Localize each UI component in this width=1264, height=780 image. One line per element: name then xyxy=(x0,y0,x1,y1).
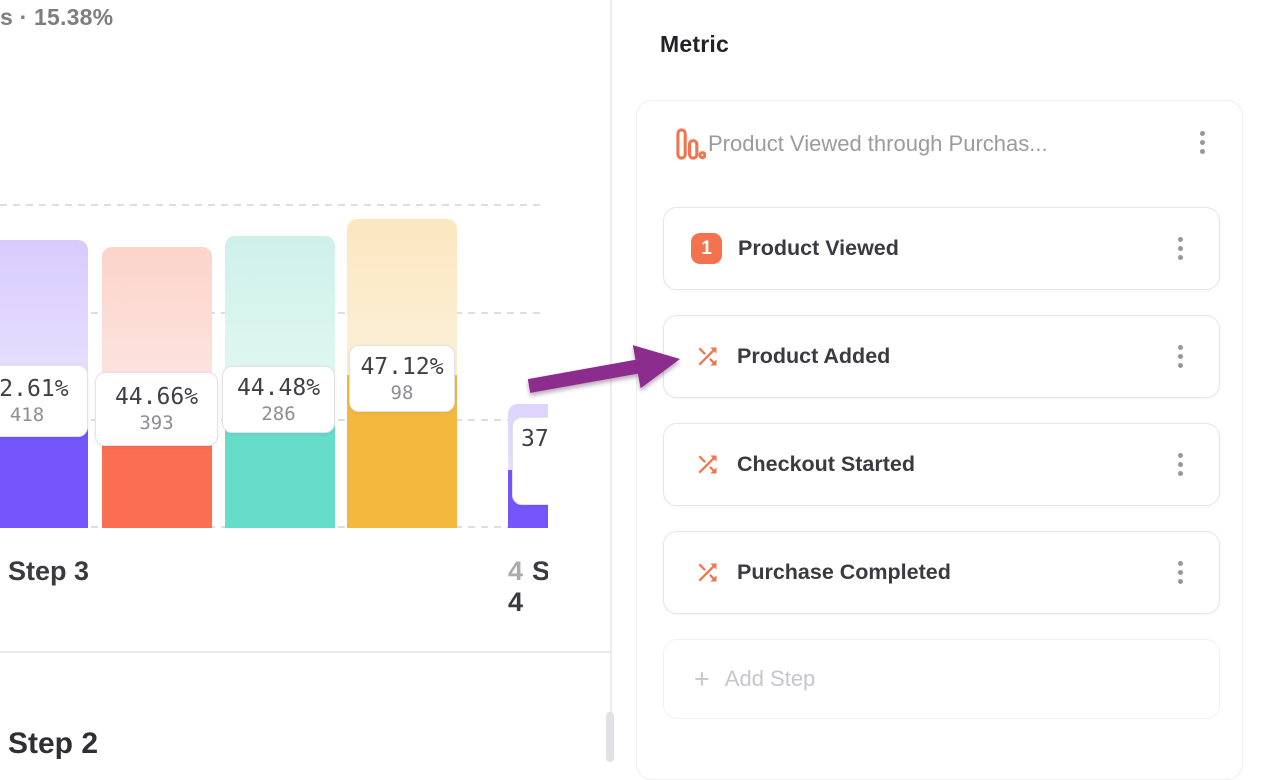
metric-panel-title: Metric xyxy=(660,31,729,57)
conversion-count: 98 xyxy=(390,381,414,404)
conversion-count: 393 xyxy=(139,412,174,434)
conversion-percent: 47.12% xyxy=(360,353,444,380)
kebab-menu-icon[interactable] xyxy=(1178,561,1183,584)
conversion-percent: 37 xyxy=(521,426,548,452)
funnel-chart-area: s · 15.38% 42.61%41844.66%39344.48%28647… xyxy=(0,0,548,650)
panel-divider xyxy=(610,0,612,762)
step-label: Product Added xyxy=(737,344,891,368)
step-card-product-viewed[interactable]: 1 Product Viewed xyxy=(663,207,1220,290)
bar-value-label: 47.12% 98 xyxy=(349,345,455,412)
kebab-menu-icon[interactable] xyxy=(1178,453,1183,476)
add-step-button[interactable]: + Add Step xyxy=(663,639,1220,719)
step-card-purchase-completed[interactable]: Purchase Completed xyxy=(663,531,1220,614)
bar-value-label: 37 xyxy=(512,417,548,505)
step-number-badge: 1 xyxy=(691,233,722,264)
add-step-label: Add Step xyxy=(724,666,816,691)
bar-value-label: 44.66% 393 xyxy=(95,372,218,446)
metric-card-header[interactable]: Product Viewed through Purchas... xyxy=(636,116,1243,172)
step-label: Product Viewed xyxy=(738,236,899,260)
conversion-count: 286 xyxy=(261,402,296,425)
step-label: Purchase Completed xyxy=(737,560,951,584)
step-card-product-added[interactable]: Product Added xyxy=(663,315,1220,398)
plus-icon: + xyxy=(694,663,710,694)
shuffle-icon xyxy=(698,455,717,474)
axis-label-step-3: Step 3 xyxy=(8,556,90,586)
funnel-chart-icon xyxy=(676,128,706,160)
kebab-menu-icon[interactable] xyxy=(1200,131,1205,154)
conversion-percent: 44.48% xyxy=(236,374,321,401)
conversion-percent: 42.61% xyxy=(0,376,69,402)
step-label: Checkout Started xyxy=(737,452,916,476)
section-divider xyxy=(0,651,611,653)
kebab-menu-icon[interactable] xyxy=(1178,345,1183,368)
section-title-step-2: Step 2 xyxy=(8,727,99,760)
metric-name-label: Product Viewed through Purchas... xyxy=(708,131,1048,156)
step-card-checkout-started[interactable]: Checkout Started xyxy=(663,423,1220,506)
conversion-count: 418 xyxy=(9,404,45,426)
shuffle-icon xyxy=(698,563,717,582)
chart-subtitle-fragment: s · 15.38% xyxy=(0,4,114,30)
scrollbar-thumb[interactable] xyxy=(606,712,614,762)
gridline xyxy=(0,204,545,206)
conversion-percent: 44.66% xyxy=(114,384,199,410)
bar-value-label: 44.48% 286 xyxy=(222,366,335,433)
kebab-menu-icon[interactable] xyxy=(1178,237,1183,260)
shuffle-icon xyxy=(698,347,717,366)
bar-value-label: 42.61%418 xyxy=(0,365,88,437)
